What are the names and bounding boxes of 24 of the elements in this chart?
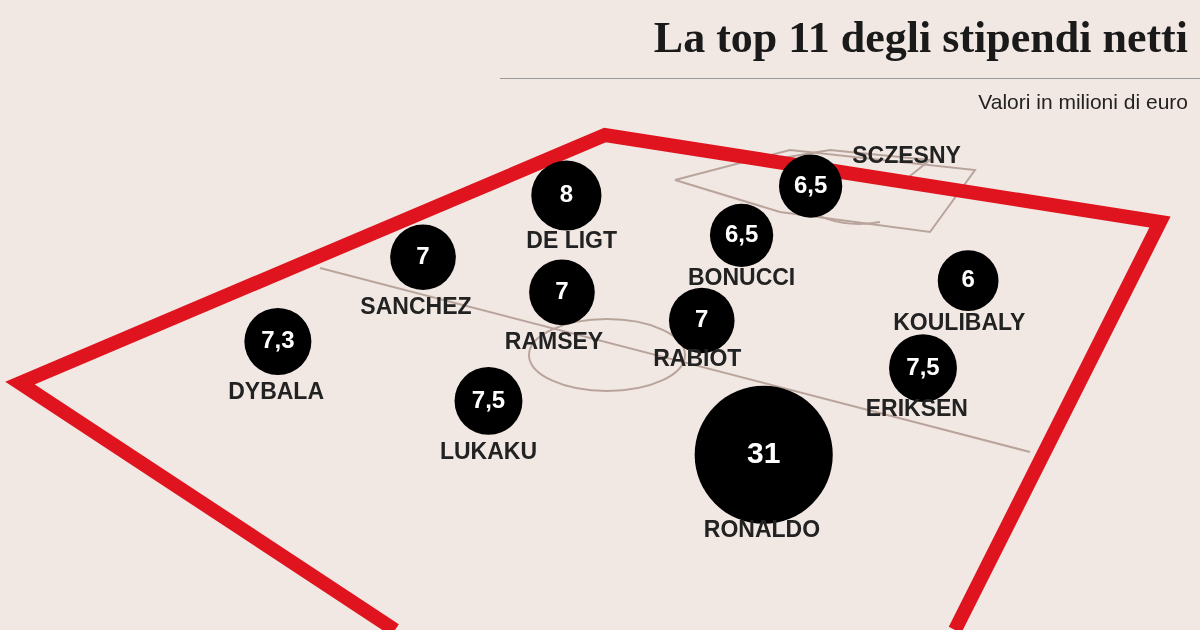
data-label: 31 — [747, 436, 781, 470]
data-label: 8 — [559, 180, 574, 208]
data-label: 6 — [961, 265, 975, 293]
category-label: BONUCCI — [687, 263, 796, 290]
data-label: 7,3 — [261, 326, 295, 354]
data-label: 7 — [416, 241, 430, 269]
data-label: 7 — [695, 305, 709, 333]
data-label: 6,5 — [793, 170, 828, 198]
data-label: 7,5 — [471, 385, 506, 413]
text: La top 11 degli stipendi netti — [653, 12, 1188, 63]
category-label: DE LIGT — [526, 226, 618, 253]
category-label: SANCHEZ — [360, 292, 472, 319]
text: Valori in milioni di euro — [978, 90, 1188, 114]
category-label: KOULIBALY — [893, 308, 1026, 335]
category-label: RONALDO — [703, 515, 821, 542]
data-label: 7,5 — [906, 352, 940, 380]
category-label: ERIKSEN — [865, 394, 968, 421]
category-label: RABIOT — [653, 344, 742, 371]
category-label: DYBALA — [228, 377, 325, 404]
data-label: 7 — [555, 276, 569, 304]
category-label: SCZESNY — [852, 141, 961, 168]
category-label: RAMSEY — [504, 328, 604, 355]
data-label: 6,5 — [724, 219, 759, 247]
category-label: LUKAKU — [439, 437, 538, 464]
